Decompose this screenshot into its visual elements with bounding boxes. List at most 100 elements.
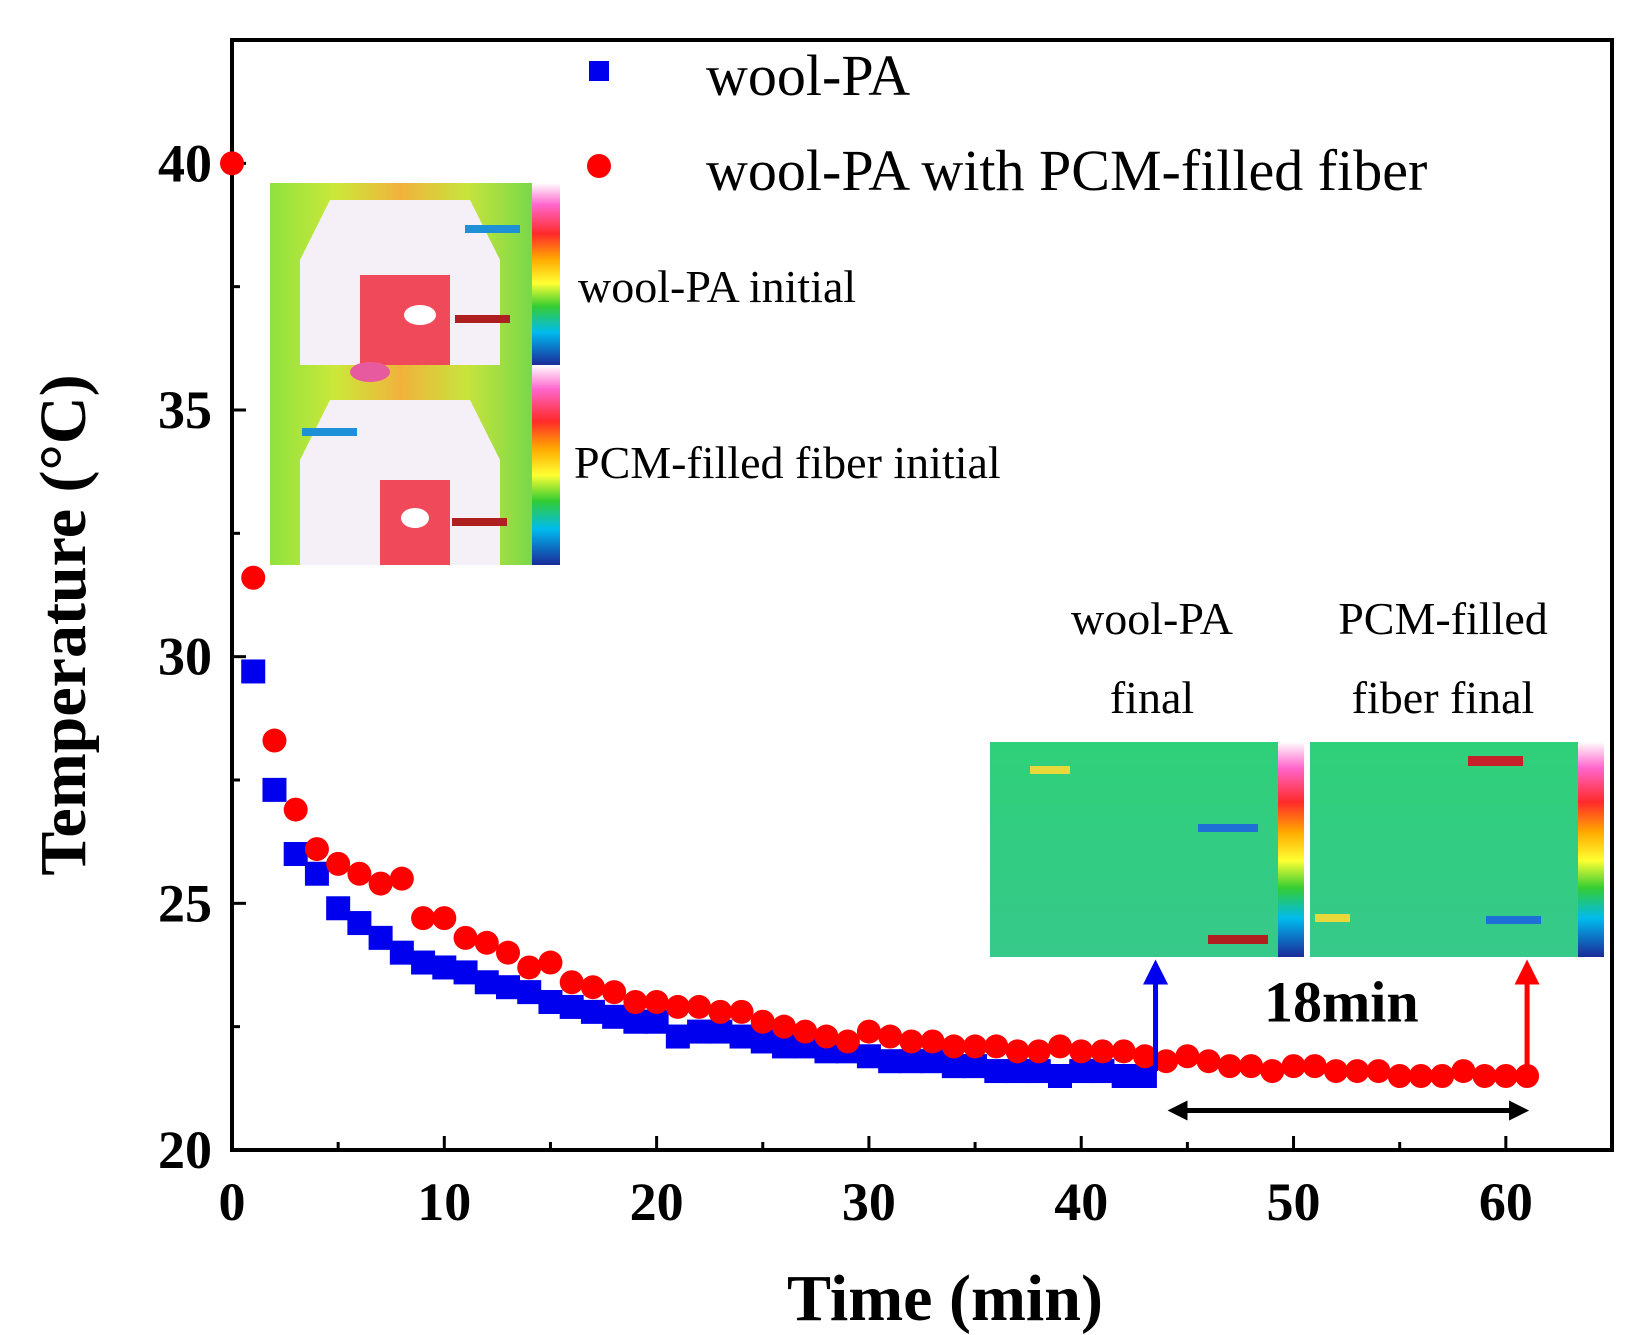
- data-point: [538, 950, 563, 975]
- data-point: [814, 1024, 839, 1049]
- data-point: [1132, 1044, 1157, 1069]
- x-tick-label: 20: [630, 1172, 684, 1232]
- data-point: [220, 151, 244, 176]
- data-point: [644, 990, 669, 1014]
- y-tick-label: 40: [158, 133, 212, 193]
- y-tick-label: 30: [158, 627, 212, 687]
- thermal-image-wool-pa-final: [990, 742, 1304, 957]
- x-tick-label: 40: [1054, 1172, 1108, 1232]
- y-tick-label: 20: [158, 1120, 212, 1180]
- data-point: [1239, 1054, 1264, 1079]
- data-point: [453, 925, 478, 950]
- inset-label-pcm-initial: PCM-filled fiber initial: [574, 437, 1001, 488]
- data-point: [538, 990, 563, 1014]
- data-point: [878, 1049, 903, 1074]
- inset-label-pcm-final-line2: fiber final: [1352, 672, 1535, 723]
- thermal-image-pcm-initial: [270, 362, 560, 565]
- data-point: [665, 1024, 690, 1049]
- data-point: [1451, 1059, 1476, 1084]
- y-axis-ticks: 20 25 30 35 40: [158, 38, 246, 1180]
- annotation-arrows: 18min: [1143, 959, 1540, 1121]
- data-point: [793, 1019, 818, 1044]
- data-point: [241, 659, 266, 684]
- data-point: [984, 1034, 1009, 1059]
- x-axis-title: Time (min): [787, 1262, 1103, 1335]
- x-tick-label: 60: [1479, 1172, 1533, 1232]
- data-point: [687, 994, 712, 1019]
- data-point: [1324, 1059, 1348, 1084]
- data-point: [899, 1029, 924, 1054]
- data-point: [241, 565, 266, 590]
- data-point: [389, 940, 414, 965]
- inset-label-pcm-final-line1: PCM-filled: [1338, 593, 1548, 644]
- plot-frame: [230, 38, 1614, 1152]
- data-point: [389, 866, 414, 891]
- legend-label-pcm: wool-PA with PCM-filled fiber: [706, 138, 1427, 203]
- data-point: [283, 797, 308, 822]
- data-point: [1493, 1064, 1518, 1088]
- y-tick-label: 25: [158, 873, 212, 933]
- data-point: [1196, 1049, 1221, 1074]
- data-point: [856, 1044, 881, 1069]
- legend-label-wool-pa: wool-PA: [706, 43, 910, 108]
- data-point: [878, 1024, 903, 1049]
- data-point: [368, 925, 393, 950]
- x-axis-ticks: 0 10 20 30 40 50 60: [219, 1136, 1614, 1232]
- inset-final-images: wool-PA final PCM-filled fiber final: [990, 593, 1604, 957]
- data-point: [580, 999, 605, 1024]
- inset-label-wool-pa-initial: wool-PA initial: [578, 261, 856, 312]
- x-tick-label: 50: [1267, 1172, 1321, 1232]
- inset-label-wool-pa-final-line2: final: [1110, 672, 1194, 723]
- data-point: [1026, 1039, 1051, 1064]
- data-point: [453, 960, 478, 985]
- data-point: [474, 970, 499, 995]
- data-point: [368, 871, 393, 896]
- data-point: [559, 994, 584, 1019]
- legend: wool-PA wool-PA with PCM-filled fiber: [587, 43, 1427, 203]
- data-point: [729, 999, 754, 1024]
- data-point: [262, 777, 287, 802]
- y-axis-title: Temperature (°C): [27, 374, 100, 875]
- inset-label-wool-pa-final-line1: wool-PA: [1071, 593, 1233, 644]
- data-point: [1090, 1039, 1115, 1064]
- data-point: [496, 975, 520, 1000]
- data-point: [517, 980, 542, 1005]
- thermal-image-wool-pa-initial: [270, 183, 560, 365]
- data-point: [517, 955, 542, 980]
- data-point: [304, 837, 329, 862]
- data-point: [729, 1024, 754, 1049]
- data-point: [1302, 1054, 1327, 1079]
- data-point: [1069, 1039, 1094, 1064]
- data-point: [1048, 1064, 1072, 1088]
- label-18min: 18min: [1264, 970, 1419, 1035]
- data-point: [1408, 1064, 1433, 1088]
- data-series: [220, 151, 1540, 1088]
- data-point: [984, 1059, 1009, 1084]
- data-point: [1260, 1059, 1285, 1084]
- data-point: [602, 980, 627, 1005]
- data-point: [1048, 1034, 1072, 1059]
- data-point: [708, 999, 733, 1024]
- inset-initial-images: wool-PA initial PCM-filled fiber initial: [270, 183, 1001, 565]
- data-point: [602, 1004, 627, 1029]
- data-point: [750, 1009, 775, 1034]
- data-point: [687, 1019, 712, 1044]
- data-point: [1217, 1054, 1242, 1079]
- data-point: [347, 911, 372, 936]
- data-point: [1154, 1049, 1179, 1074]
- x-tick-label: 10: [417, 1172, 471, 1232]
- data-point: [432, 955, 457, 980]
- data-point: [411, 950, 436, 975]
- data-point: [326, 851, 351, 876]
- data-point: [665, 994, 690, 1019]
- data-point: [920, 1029, 945, 1054]
- legend-marker-pcm: [587, 154, 611, 178]
- x-tick-label: 0: [219, 1172, 246, 1232]
- data-point: [941, 1034, 966, 1059]
- series-pcm: [220, 151, 1540, 1088]
- data-point: [411, 906, 436, 931]
- y-tick-label: 35: [158, 380, 212, 440]
- data-point: [623, 990, 648, 1014]
- thermal-image-pcm-final: [1310, 742, 1604, 957]
